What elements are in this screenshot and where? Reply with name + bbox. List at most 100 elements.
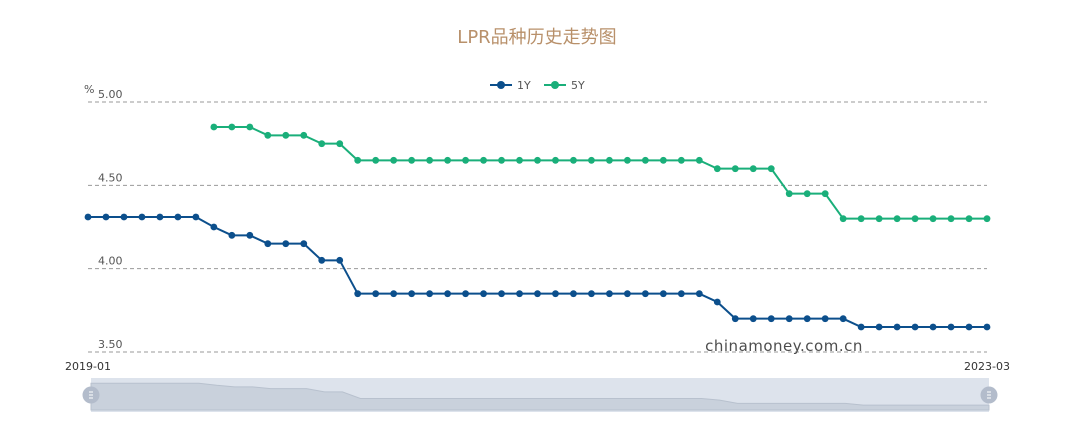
data-point-5y[interactable] xyxy=(480,156,487,164)
data-point-1y[interactable] xyxy=(228,231,236,239)
data-point-1y[interactable] xyxy=(875,323,883,331)
data-point-1y[interactable] xyxy=(84,213,92,221)
data-point-1y[interactable] xyxy=(749,315,757,323)
data-point-5y[interactable] xyxy=(821,190,829,198)
data-point-1y[interactable] xyxy=(947,323,955,331)
data-point-5y[interactable] xyxy=(911,215,919,223)
data-point-1y[interactable] xyxy=(552,290,559,298)
data-point-5y[interactable] xyxy=(785,190,793,198)
data-point-1y[interactable] xyxy=(354,290,362,298)
data-point-1y[interactable] xyxy=(408,290,416,298)
slider-handle-right[interactable] xyxy=(980,386,998,404)
data-point-5y[interactable] xyxy=(426,156,434,164)
data-point-1y[interactable] xyxy=(624,290,631,298)
data-point-5y[interactable] xyxy=(444,156,451,164)
data-point-5y[interactable] xyxy=(264,131,272,139)
data-point-5y[interactable] xyxy=(875,215,883,223)
data-point-5y[interactable] xyxy=(372,156,380,164)
data-point-5y[interactable] xyxy=(857,215,865,223)
data-point-1y[interactable] xyxy=(588,290,595,298)
data-point-5y[interactable] xyxy=(893,215,901,223)
data-point-1y[interactable] xyxy=(767,315,775,323)
data-point-1y[interactable] xyxy=(336,256,344,264)
data-point-5y[interactable] xyxy=(731,165,739,173)
data-point-5y[interactable] xyxy=(516,156,523,164)
data-point-1y[interactable] xyxy=(300,240,308,248)
data-point-1y[interactable] xyxy=(480,290,487,298)
data-point-5y[interactable] xyxy=(624,156,631,164)
data-point-1y[interactable] xyxy=(893,323,901,331)
data-point-5y[interactable] xyxy=(947,215,955,223)
data-point-1y[interactable] xyxy=(839,315,847,323)
legend-item-5y[interactable]: 5Y xyxy=(544,79,585,92)
data-point-1y[interactable] xyxy=(821,315,829,323)
data-point-1y[interactable] xyxy=(102,213,110,221)
data-point-1y[interactable] xyxy=(534,290,541,298)
data-point-1y[interactable] xyxy=(803,315,811,323)
data-point-5y[interactable] xyxy=(552,156,559,164)
data-point-5y[interactable] xyxy=(336,140,344,148)
data-point-1y[interactable] xyxy=(659,290,667,298)
data-point-1y[interactable] xyxy=(857,323,865,331)
range-slider[interactable] xyxy=(82,378,998,412)
data-point-5y[interactable] xyxy=(282,131,290,139)
data-point-5y[interactable] xyxy=(677,156,685,164)
slider-handle-left[interactable] xyxy=(82,386,100,404)
data-point-1y[interactable] xyxy=(264,240,272,248)
data-point-5y[interactable] xyxy=(983,215,991,223)
data-point-1y[interactable] xyxy=(462,290,469,298)
data-point-5y[interactable] xyxy=(300,131,308,139)
data-point-1y[interactable] xyxy=(120,213,128,221)
data-point-1y[interactable] xyxy=(210,223,218,231)
data-point-5y[interactable] xyxy=(929,215,937,223)
data-point-1y[interactable] xyxy=(677,290,685,298)
data-point-1y[interactable] xyxy=(695,290,703,298)
data-point-5y[interactable] xyxy=(713,165,721,173)
data-point-5y[interactable] xyxy=(641,156,649,164)
data-point-1y[interactable] xyxy=(606,290,613,298)
data-point-1y[interactable] xyxy=(426,290,434,298)
data-point-1y[interactable] xyxy=(246,231,254,239)
data-point-5y[interactable] xyxy=(606,156,613,164)
data-point-1y[interactable] xyxy=(641,290,649,298)
data-point-5y[interactable] xyxy=(767,165,775,173)
data-point-1y[interactable] xyxy=(282,240,290,248)
data-point-1y[interactable] xyxy=(570,290,577,298)
data-point-5y[interactable] xyxy=(803,190,811,198)
data-point-1y[interactable] xyxy=(516,290,523,298)
data-point-5y[interactable] xyxy=(408,156,416,164)
data-point-1y[interactable] xyxy=(192,213,200,221)
data-point-1y[interactable] xyxy=(713,298,721,306)
data-point-5y[interactable] xyxy=(210,123,218,131)
data-point-5y[interactable] xyxy=(695,156,703,164)
data-point-1y[interactable] xyxy=(929,323,937,331)
data-point-1y[interactable] xyxy=(983,323,991,331)
data-point-5y[interactable] xyxy=(462,156,469,164)
data-point-5y[interactable] xyxy=(354,156,362,164)
data-point-5y[interactable] xyxy=(318,140,326,148)
data-point-1y[interactable] xyxy=(138,213,146,221)
data-point-1y[interactable] xyxy=(731,315,739,323)
data-point-1y[interactable] xyxy=(390,290,398,298)
legend-item-1y[interactable]: 1Y xyxy=(490,79,531,92)
data-point-5y[interactable] xyxy=(965,215,973,223)
data-point-5y[interactable] xyxy=(228,123,236,131)
data-point-5y[interactable] xyxy=(246,123,254,131)
data-point-1y[interactable] xyxy=(785,315,793,323)
data-point-1y[interactable] xyxy=(174,213,182,221)
data-point-1y[interactable] xyxy=(318,256,326,264)
data-point-5y[interactable] xyxy=(749,165,757,173)
data-point-1y[interactable] xyxy=(444,290,451,298)
data-point-5y[interactable] xyxy=(588,156,595,164)
data-point-1y[interactable] xyxy=(911,323,919,331)
data-point-5y[interactable] xyxy=(390,156,398,164)
data-point-1y[interactable] xyxy=(156,213,164,221)
data-point-5y[interactable] xyxy=(839,215,847,223)
data-point-5y[interactable] xyxy=(498,156,505,164)
data-point-5y[interactable] xyxy=(659,156,667,164)
data-point-1y[interactable] xyxy=(965,323,973,331)
data-point-5y[interactable] xyxy=(570,156,577,164)
data-point-5y[interactable] xyxy=(534,156,541,164)
data-point-1y[interactable] xyxy=(498,290,505,298)
data-point-1y[interactable] xyxy=(372,290,380,298)
